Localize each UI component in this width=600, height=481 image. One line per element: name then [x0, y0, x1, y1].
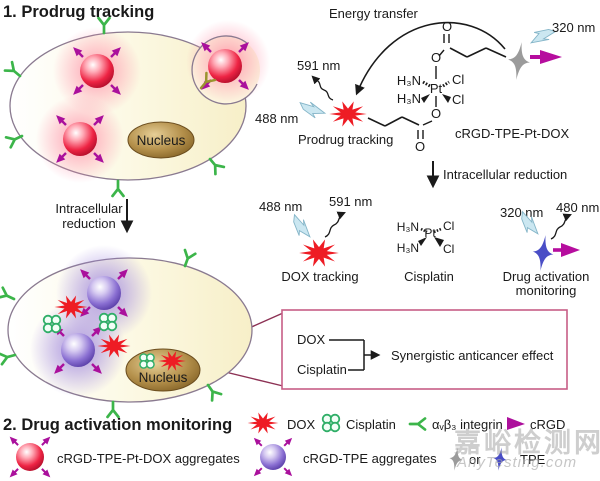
energy-transfer-arc	[355, 21, 506, 96]
atom-pt: Pt	[430, 81, 443, 96]
nm-488-label: 488 nm	[259, 199, 302, 214]
emission-wavy-arrow	[550, 213, 572, 240]
integrin-receptor-icon	[106, 400, 120, 419]
legend-or-label: or	[469, 452, 481, 467]
nm-591-label: 591 nm	[329, 194, 372, 209]
tpe-star-blue-icon	[530, 233, 556, 273]
emission-wavy-arrow	[311, 75, 334, 101]
legend: DOX Cisplatin αᵥβ₃ integrin cRGD cRGD-TP…	[7, 412, 565, 480]
legend-tpe-label: TPE	[520, 452, 546, 467]
watermark-cn: 嘉峪检测网	[454, 427, 600, 458]
tpe-aggregate	[51, 323, 104, 376]
atom-o: O	[442, 19, 452, 34]
synergy-effect-label: Synergistic anticancer effect	[391, 348, 554, 363]
cisplatin-label: Cisplatin	[404, 269, 454, 284]
box-cisplatin-label: Cisplatin	[297, 362, 347, 377]
emission-wavy-arrow	[324, 211, 346, 238]
pt-complex: O O Pt H₃N H₃N Cl Cl O O	[397, 19, 507, 154]
linker-chain	[367, 116, 420, 127]
box-dox-label: DOX	[297, 332, 326, 347]
reduction-label: reduction	[62, 216, 115, 231]
nm-320-label: 320 nm	[500, 205, 543, 220]
cell-prodrug: Nucleus	[3, 16, 270, 198]
atom-cl: Cl	[452, 92, 464, 107]
legend-tpe-aggregate-icon	[252, 436, 295, 479]
synergy-box: DOX Cisplatin Synergistic anticancer eff…	[281, 309, 568, 390]
legend-prodrug-aggregate-icon	[7, 434, 52, 479]
intracellular-reduction-right: Intracellular reduction	[426, 161, 567, 189]
energy-transfer-label: Energy transfer	[329, 6, 419, 21]
integrin-receptor-icon	[0, 286, 18, 306]
compound-label: cRGD-TPE-Pt-DOX	[455, 126, 569, 141]
cisplatin-structure-group: Pt H₃N Cl H₃N Cl Cisplatin	[397, 219, 455, 284]
nm-480-label: 480 nm	[556, 200, 599, 215]
legend-dox-icon	[247, 412, 279, 434]
drug-activation-group: 320 nm 480 nm Drug activation monitoring	[500, 200, 599, 298]
integrin-receptor-icon	[111, 179, 125, 198]
legend-dox-label: DOX	[287, 417, 316, 432]
atom-cl: Cl	[443, 219, 454, 233]
atom-h3n: H₃N	[397, 220, 419, 234]
excitation-lightning-icon	[285, 212, 317, 242]
atom-o: O	[431, 106, 441, 121]
prodrug-structure-panel: Energy transfer O O Pt H₃N H₃N Cl Cl	[255, 6, 595, 154]
pocket-membrane	[191, 35, 258, 105]
prodrug-aggregate	[53, 112, 106, 165]
prodrug-aggregate	[70, 44, 123, 97]
nm-591-label: 591 nm	[297, 58, 340, 73]
monitoring-label: monitoring	[516, 283, 577, 298]
tpe-aggregate	[77, 266, 130, 319]
legend-cisplatin-icon	[321, 413, 341, 433]
prodrug-aggregate-endocytosed	[198, 39, 251, 92]
nucleus-label: Nucleus	[139, 370, 188, 385]
atom-pt: Pt	[424, 226, 436, 240]
atom-cl: Cl	[443, 242, 454, 256]
intracellular-label: Intracellular	[55, 201, 123, 216]
legend-prodrug-aggregate-label: cRGD-TPE-Pt-DOX aggregates	[57, 451, 240, 466]
atom-cl: Cl	[452, 72, 464, 87]
atom-h3n: H₃N	[397, 73, 421, 88]
legend-cisplatin-label: Cisplatin	[346, 417, 396, 432]
dox-burst-icon	[299, 239, 339, 267]
synergy-box-border	[281, 309, 568, 390]
excitation-lightning-icon	[297, 100, 327, 120]
tpe-star-gray-icon	[505, 40, 533, 82]
nm-488-label: 488 nm	[255, 111, 298, 126]
nucleus-label: Nucleus	[137, 133, 186, 148]
section1-title: 1. Prodrug tracking	[3, 3, 154, 21]
intracellular-reduction-label: Intracellular reduction	[443, 167, 567, 182]
watermark-en: AnyTesting.com	[456, 454, 577, 471]
atom-h3n: H₃N	[397, 241, 419, 255]
crgd-arrow-icon	[540, 50, 562, 64]
prodrug-tracking-label: Prodrug tracking	[298, 132, 393, 147]
section2-title: 2. Drug activation monitoring	[3, 416, 232, 434]
legend-crgd-icon	[507, 417, 525, 430]
legend-integrin-icon	[408, 417, 427, 431]
nm-320-label: 320 nm	[552, 20, 595, 35]
legend-crgd-label: cRGD	[530, 417, 565, 432]
dox-tracking-group: 488 nm 591 nm DOX tracking	[259, 194, 372, 284]
intracellular-reduction-left: Intracellular reduction	[55, 199, 134, 234]
legend-tpe-aggregate-label: cRGD-TPE aggregates	[303, 451, 437, 466]
nucleus	[127, 121, 195, 159]
dox-burst-icon	[329, 101, 367, 127]
crgd-arrow-icon	[561, 243, 580, 257]
atom-o: O	[415, 139, 425, 154]
atom-h3n: H₃N	[397, 91, 421, 106]
legend-integrin-label: αᵥβ₃ integrin	[432, 417, 503, 432]
drug-activation-label: Drug activation	[503, 269, 590, 284]
atom-o: O	[431, 50, 441, 65]
cell-activated: Nucleus	[0, 245, 253, 419]
dox-tracking-label: DOX tracking	[281, 269, 358, 284]
